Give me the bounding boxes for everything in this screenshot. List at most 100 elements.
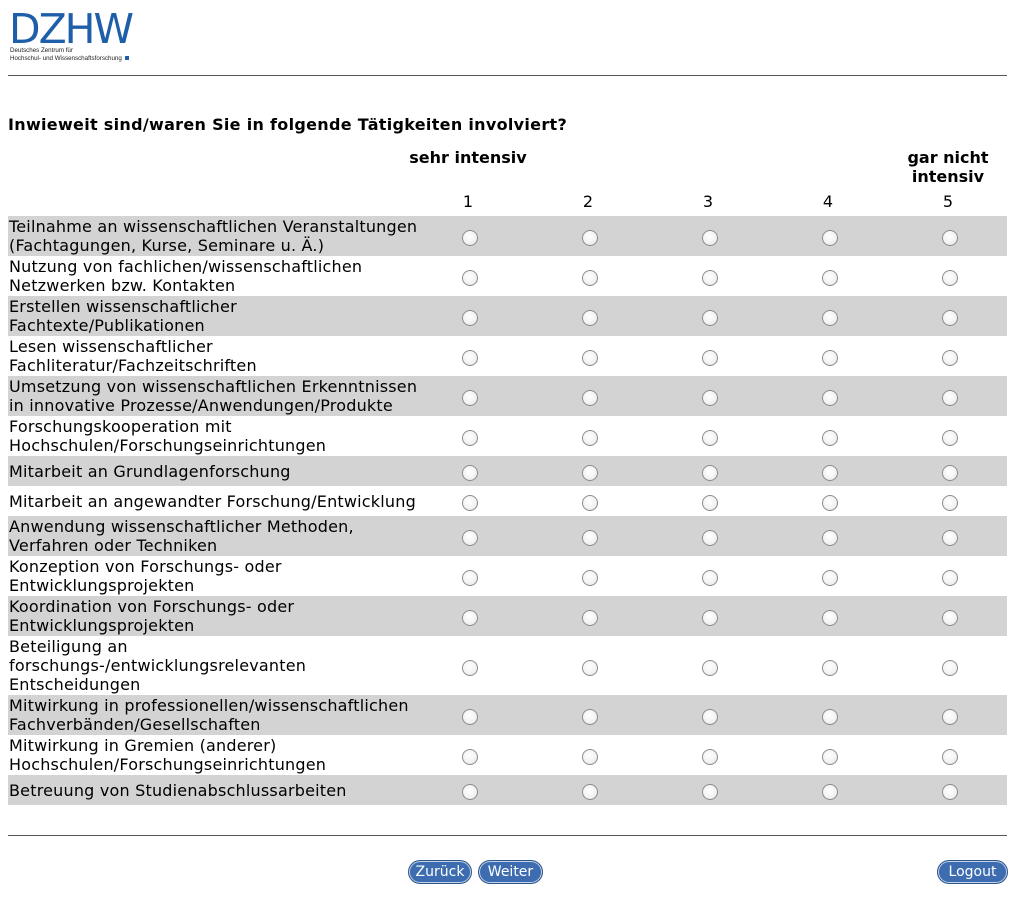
radio-option-3[interactable] xyxy=(702,530,718,546)
radio-option-1[interactable] xyxy=(462,495,478,511)
radio-option-2[interactable] xyxy=(582,430,598,446)
scale-low-label: sehr intensiv xyxy=(409,148,527,167)
radio-option-1[interactable] xyxy=(462,430,478,446)
question-title: Inwieweit sind/waren Sie in folgende Tät… xyxy=(8,115,568,134)
radio-option-2[interactable] xyxy=(582,270,598,286)
radio-option-3[interactable] xyxy=(702,230,718,246)
logo-subtitle-line1: Deutsches Zentrum für xyxy=(10,47,73,54)
radio-option-2[interactable] xyxy=(582,610,598,626)
radio-option-3[interactable] xyxy=(702,270,718,286)
radio-option-2[interactable] xyxy=(582,660,598,676)
radio-option-2[interactable] xyxy=(582,495,598,511)
logout-button[interactable]: Logout xyxy=(937,860,1008,884)
item-row: Mitarbeit an angewandter Forschung/Entwi… xyxy=(8,486,1007,516)
radio-option-3[interactable] xyxy=(702,610,718,626)
radio-option-3[interactable] xyxy=(702,495,718,511)
radio-option-4[interactable] xyxy=(822,430,838,446)
radio-option-2[interactable] xyxy=(582,570,598,586)
radio-option-3[interactable] xyxy=(702,784,718,800)
item-row: Mitwirkung in professionellen/wissenscha… xyxy=(8,695,1007,735)
radio-option-5[interactable] xyxy=(942,270,958,286)
item-row: Forschungskooperation mit Hochschulen/Fo… xyxy=(8,416,1007,456)
radio-option-2[interactable] xyxy=(582,390,598,406)
matrix-question-grid: Teilnahme an wissenschaftlichen Veransta… xyxy=(8,216,1007,805)
radio-option-1[interactable] xyxy=(462,749,478,765)
radio-option-5[interactable] xyxy=(942,530,958,546)
radio-option-1[interactable] xyxy=(462,784,478,800)
item-row: Mitwirkung in Gremien (anderer) Hochschu… xyxy=(8,735,1007,775)
radio-option-3[interactable] xyxy=(702,390,718,406)
logo-subtitle: Deutsches Zentrum für Hochschul- und Wis… xyxy=(10,47,129,63)
radio-option-3[interactable] xyxy=(702,749,718,765)
radio-option-5[interactable] xyxy=(942,660,958,676)
radio-option-2[interactable] xyxy=(582,230,598,246)
radio-option-5[interactable] xyxy=(942,230,958,246)
radio-option-3[interactable] xyxy=(702,310,718,326)
radio-option-3[interactable] xyxy=(702,660,718,676)
radio-option-4[interactable] xyxy=(822,495,838,511)
radio-option-5[interactable] xyxy=(942,749,958,765)
radio-option-1[interactable] xyxy=(462,390,478,406)
radio-option-4[interactable] xyxy=(822,350,838,366)
radio-option-2[interactable] xyxy=(582,749,598,765)
radio-option-1[interactable] xyxy=(462,230,478,246)
logo-square-icon xyxy=(124,56,129,60)
radio-option-5[interactable] xyxy=(942,430,958,446)
back-button[interactable]: Zurück xyxy=(408,860,472,884)
radio-option-3[interactable] xyxy=(702,570,718,586)
radio-option-2[interactable] xyxy=(582,350,598,366)
dzhw-logo: DZHW Deutsches Zentrum für Hochschul- un… xyxy=(9,9,144,67)
item-label: Mitwirkung in Gremien (anderer) Hochschu… xyxy=(9,736,327,774)
radio-option-5[interactable] xyxy=(942,610,958,626)
item-row: Teilnahme an wissenschaftlichen Veransta… xyxy=(8,216,1007,256)
radio-option-4[interactable] xyxy=(822,270,838,286)
radio-option-2[interactable] xyxy=(582,465,598,481)
radio-option-3[interactable] xyxy=(702,709,718,725)
radio-option-5[interactable] xyxy=(942,465,958,481)
radio-option-5[interactable] xyxy=(942,310,958,326)
radio-option-5[interactable] xyxy=(942,570,958,586)
radio-option-1[interactable] xyxy=(462,530,478,546)
radio-option-4[interactable] xyxy=(822,390,838,406)
radio-option-4[interactable] xyxy=(822,709,838,725)
radio-option-4[interactable] xyxy=(822,310,838,326)
radio-option-3[interactable] xyxy=(702,465,718,481)
radio-option-3[interactable] xyxy=(702,430,718,446)
next-button[interactable]: Weiter xyxy=(478,860,543,884)
radio-option-1[interactable] xyxy=(462,610,478,626)
radio-option-5[interactable] xyxy=(942,784,958,800)
radio-option-2[interactable] xyxy=(582,709,598,725)
radio-option-1[interactable] xyxy=(462,570,478,586)
radio-option-1[interactable] xyxy=(462,350,478,366)
item-label: Umsetzung von wissenschaftlichen Erkennt… xyxy=(9,377,418,415)
radio-option-4[interactable] xyxy=(822,749,838,765)
radio-option-1[interactable] xyxy=(462,709,478,725)
scale-number-5: 5 xyxy=(942,192,954,211)
radio-option-2[interactable] xyxy=(582,310,598,326)
radio-option-5[interactable] xyxy=(942,390,958,406)
radio-option-4[interactable] xyxy=(822,784,838,800)
item-row: Betreuung von Studienabschlussarbeiten xyxy=(8,775,1007,805)
radio-option-4[interactable] xyxy=(822,230,838,246)
radio-option-2[interactable] xyxy=(582,784,598,800)
item-label: Nutzung von fachlichen/wissenschaftliche… xyxy=(9,257,363,295)
scale-number-3: 3 xyxy=(702,192,714,211)
logo-wordmark: DZHW xyxy=(9,5,134,53)
radio-option-1[interactable] xyxy=(462,660,478,676)
radio-option-1[interactable] xyxy=(462,270,478,286)
radio-option-5[interactable] xyxy=(942,709,958,725)
radio-option-4[interactable] xyxy=(822,570,838,586)
radio-option-5[interactable] xyxy=(942,495,958,511)
radio-option-4[interactable] xyxy=(822,610,838,626)
radio-option-4[interactable] xyxy=(822,465,838,481)
item-label: Mitarbeit an Grundlagenforschung xyxy=(9,462,291,481)
radio-option-1[interactable] xyxy=(462,310,478,326)
radio-option-3[interactable] xyxy=(702,350,718,366)
radio-option-2[interactable] xyxy=(582,530,598,546)
radio-option-1[interactable] xyxy=(462,465,478,481)
radio-option-4[interactable] xyxy=(822,660,838,676)
footer-divider xyxy=(8,835,1007,836)
radio-option-4[interactable] xyxy=(822,530,838,546)
item-label: Mitarbeit an angewandter Forschung/Entwi… xyxy=(9,492,416,511)
radio-option-5[interactable] xyxy=(942,350,958,366)
